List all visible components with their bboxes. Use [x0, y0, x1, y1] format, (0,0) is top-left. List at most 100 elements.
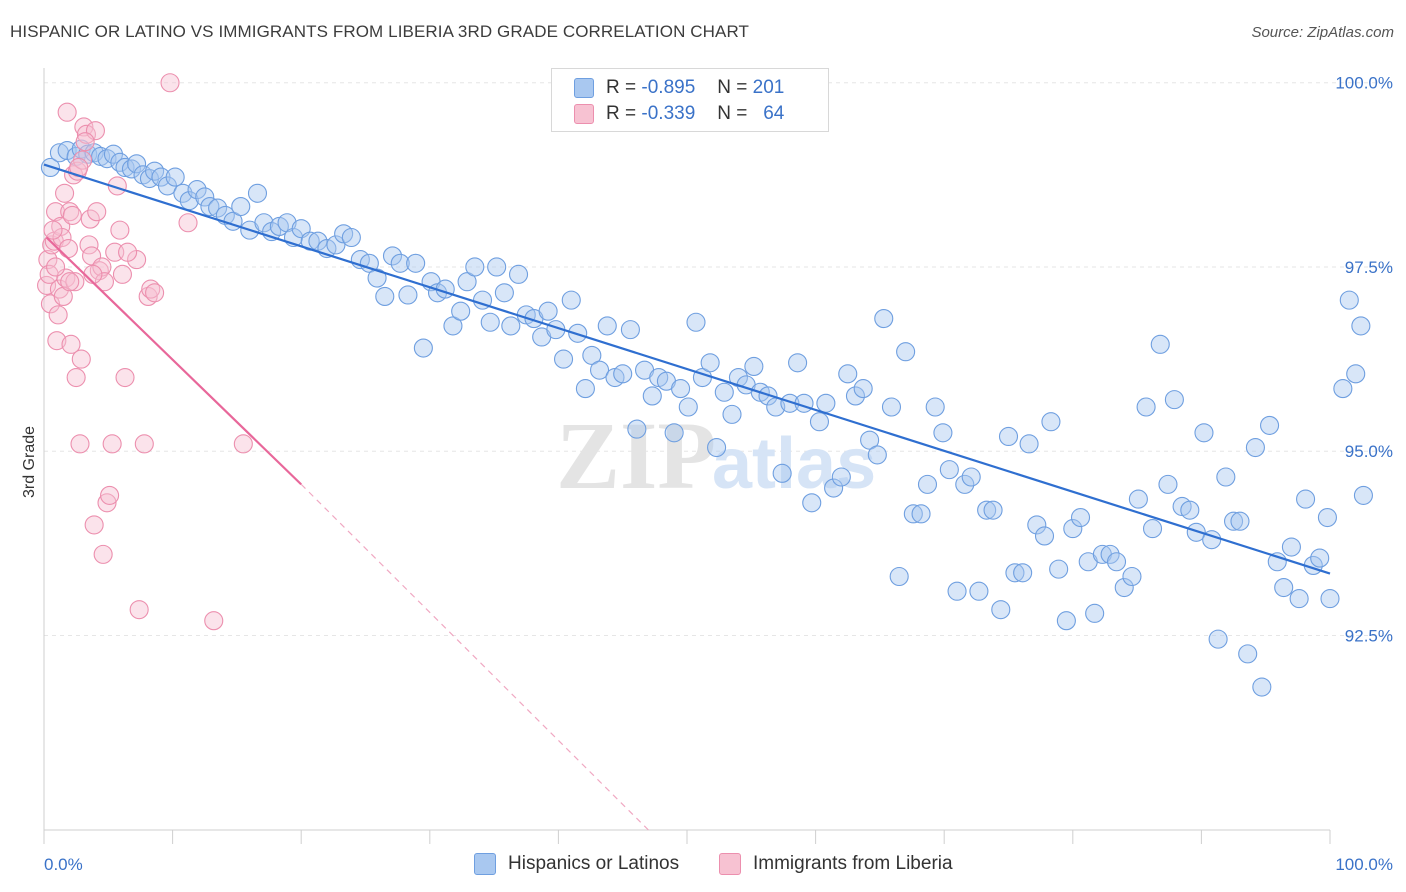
legend-row-liberia: R = -0.339 N = 64 [574, 101, 784, 127]
data-point [195, 187, 215, 207]
axes [43, 68, 1331, 844]
data-point [1296, 489, 1316, 509]
data-point [1317, 507, 1337, 528]
data-point [112, 264, 132, 284]
data-point [1013, 563, 1033, 583]
data-point [61, 334, 81, 354]
data-point [1333, 379, 1353, 399]
data-point [939, 460, 959, 480]
data-point [1128, 489, 1148, 509]
data-point [58, 239, 78, 259]
data-point [487, 257, 507, 277]
data-point [134, 434, 154, 454]
data-point [911, 504, 931, 524]
data-point [1150, 334, 1170, 354]
data-point [722, 404, 742, 424]
data-point [1346, 364, 1366, 384]
legend-item-liberia: Immigrants from Liberia [719, 850, 953, 878]
legend-n-label: N = [717, 103, 748, 124]
data-point [100, 485, 120, 505]
data-point [457, 272, 477, 292]
watermark-zip: ZIP [556, 402, 716, 509]
data-point [367, 268, 387, 288]
data-point [867, 445, 887, 465]
legend-r-label: R = [606, 77, 637, 98]
data-point [70, 434, 90, 454]
data-point [43, 220, 63, 240]
legend-n-label: N = [717, 77, 748, 98]
data-point [1351, 316, 1371, 336]
series-liberia-points [37, 73, 253, 631]
data-point [55, 183, 75, 203]
data-point [1180, 500, 1200, 520]
data-point [874, 309, 894, 329]
data-point [84, 515, 104, 535]
data-point [326, 235, 346, 255]
data-point [60, 202, 80, 222]
data-point [788, 353, 808, 373]
data-point [129, 600, 149, 620]
data-point [102, 434, 122, 454]
data-point [382, 246, 403, 266]
data-point [204, 611, 224, 631]
data-point [359, 253, 379, 273]
data-point [165, 167, 185, 187]
data-point [1230, 511, 1250, 531]
data-point [1049, 559, 1069, 579]
data-point [1136, 397, 1156, 417]
data-point [341, 227, 361, 248]
data-point [121, 159, 141, 179]
data-point [71, 349, 91, 369]
data-point [553, 349, 574, 369]
data-point [83, 264, 103, 284]
data-point [1194, 423, 1214, 443]
data-point [451, 301, 471, 321]
data-point [1041, 412, 1061, 432]
data-point [79, 235, 99, 255]
data-point [93, 544, 113, 564]
data-point [671, 379, 691, 399]
data-point [160, 73, 180, 93]
data-point [896, 342, 916, 362]
data-point [575, 379, 595, 399]
x-tick-label: 100.0% [1335, 855, 1393, 874]
data-point [110, 152, 130, 172]
legend-row-hispanics: R = -0.895 N = 201 [574, 75, 784, 101]
data-point [1260, 415, 1280, 435]
data-point [97, 493, 117, 513]
data-point [115, 367, 135, 388]
legend-r-label: R = [606, 103, 637, 124]
data-point [1353, 485, 1373, 505]
data-point [582, 345, 602, 365]
data-point [178, 213, 198, 233]
legend-n-value: 64 [763, 103, 785, 124]
data-point [991, 600, 1011, 620]
data-point [465, 257, 485, 277]
data-point [187, 180, 207, 200]
data-point [947, 581, 967, 601]
data-point [1158, 474, 1178, 494]
data-point [1106, 552, 1127, 572]
y-tick-label: 95.0% [1345, 442, 1393, 461]
data-point [87, 202, 107, 222]
legend-swatch-liberia [719, 853, 741, 875]
data-point [375, 286, 395, 307]
data-point [231, 196, 251, 217]
data-point [772, 463, 792, 483]
data-point [1056, 611, 1076, 631]
trend-line-liberia-extension [300, 483, 649, 831]
data-point [744, 356, 764, 377]
data-point [831, 467, 851, 487]
data-point [1216, 467, 1236, 487]
data-point [1142, 519, 1163, 539]
data-point [998, 426, 1019, 447]
data-point [1224, 511, 1244, 531]
data-point [969, 581, 989, 601]
data-point [247, 183, 268, 203]
data-point [707, 437, 727, 458]
data-point [66, 367, 86, 388]
data-point [597, 316, 617, 336]
y-axis-label: 3rd Grade [21, 426, 38, 498]
trend-line-hispanics [43, 163, 1331, 575]
